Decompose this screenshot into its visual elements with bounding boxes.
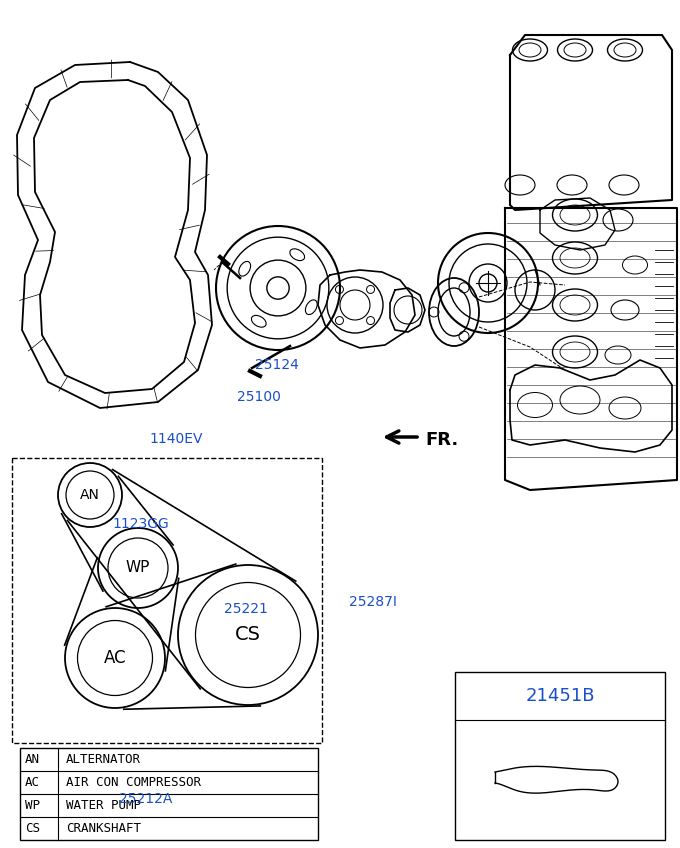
Text: CRANKSHAFT: CRANKSHAFT (66, 822, 141, 835)
Bar (12, 458, 322, 743)
Bar (455, 672, 665, 840)
Text: CS: CS (235, 626, 261, 644)
Text: AN: AN (80, 488, 100, 502)
Text: FR.: FR. (425, 431, 458, 449)
Text: ALTERNATOR: ALTERNATOR (66, 753, 141, 766)
Text: AN: AN (25, 753, 40, 766)
Text: CS: CS (25, 822, 40, 835)
Text: WATER PUMP: WATER PUMP (66, 799, 141, 812)
Text: AC: AC (25, 776, 40, 789)
Text: 25100: 25100 (237, 390, 281, 404)
Text: 21451B: 21451B (525, 687, 595, 705)
Text: 25287I: 25287I (349, 595, 396, 609)
Bar (20, 748, 318, 840)
Text: AIR CON COMPRESSOR: AIR CON COMPRESSOR (66, 776, 201, 789)
Text: AC: AC (103, 649, 126, 667)
Text: 25212A: 25212A (119, 792, 172, 806)
Text: WP: WP (126, 561, 150, 576)
Text: 1123GG: 1123GG (112, 517, 169, 531)
Text: WP: WP (25, 799, 40, 812)
Text: 1140EV: 1140EV (150, 432, 203, 446)
Text: 25221: 25221 (224, 602, 269, 616)
Text: 25124: 25124 (255, 358, 299, 371)
